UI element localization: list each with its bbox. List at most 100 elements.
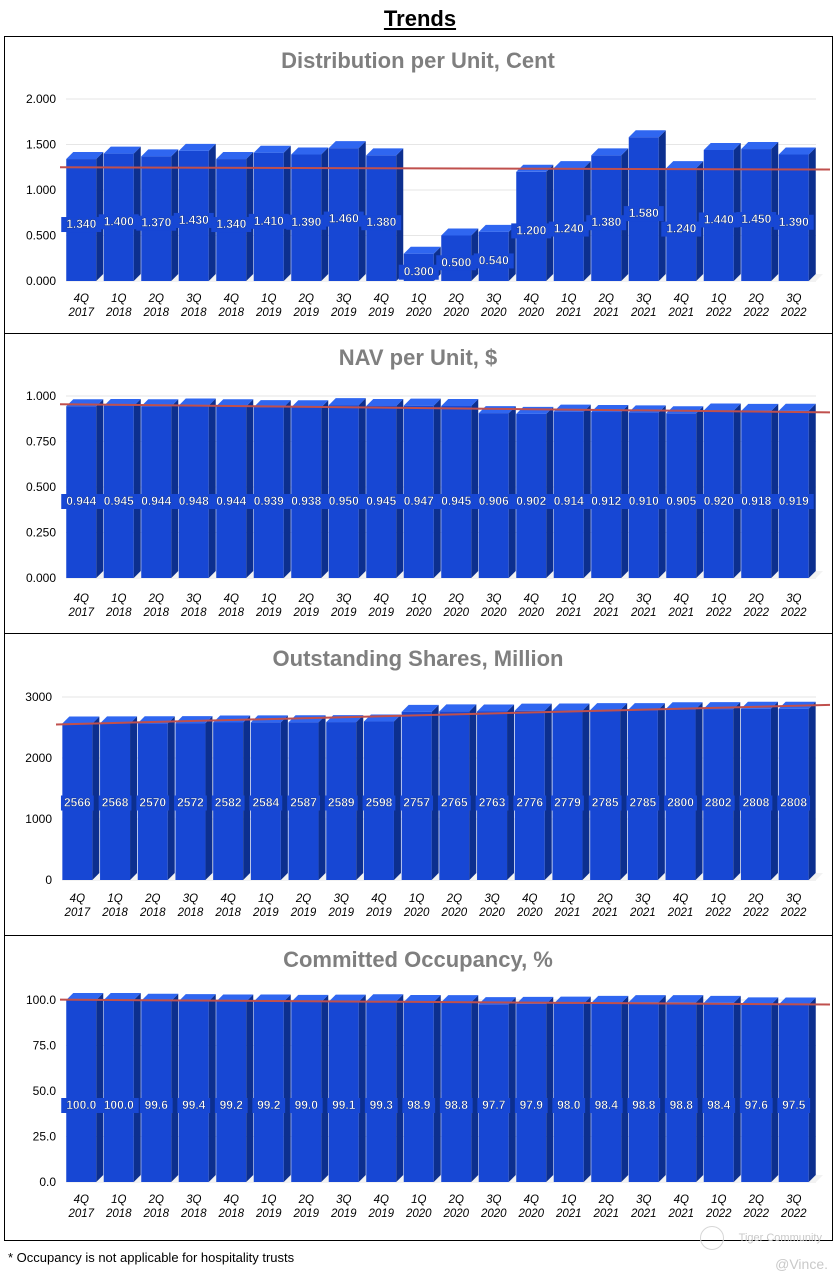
bar-side bbox=[246, 994, 254, 1182]
chart-title: Committed Occupancy, % bbox=[283, 947, 553, 972]
y-tick-label: 0 bbox=[45, 873, 52, 887]
bar-side bbox=[583, 404, 591, 578]
x-tick-label: 3Q 2022 bbox=[780, 893, 807, 919]
data-label-bg bbox=[473, 494, 514, 509]
bar-side bbox=[171, 993, 179, 1182]
bar-side bbox=[658, 405, 666, 578]
data-label-bg bbox=[286, 494, 327, 509]
occupancy-chart: Committed Occupancy, % 100.0 75.0 50.0 25.0 0… bbox=[26, 947, 831, 1220]
x-tick-label: 2Q 2022 bbox=[742, 893, 769, 919]
data-label: 0.500 bbox=[441, 255, 471, 269]
charts-frame bbox=[4, 36, 833, 1241]
bar-side bbox=[733, 995, 741, 1182]
data-label-bg bbox=[773, 214, 814, 230]
data-label: 99.2 bbox=[257, 1098, 281, 1112]
footnote: * Occupancy is not applicable for hospit… bbox=[8, 1250, 295, 1265]
bar bbox=[703, 702, 741, 880]
data-label-bg bbox=[248, 494, 289, 509]
data-label-bg bbox=[323, 494, 364, 509]
y-tick-label: 2.000 bbox=[26, 92, 56, 106]
bar-side bbox=[208, 398, 216, 578]
data-label-bg bbox=[511, 223, 552, 239]
bar-side bbox=[96, 993, 104, 1182]
bar-top bbox=[553, 161, 591, 169]
data-label-bg bbox=[327, 1098, 361, 1113]
data-label-bg bbox=[626, 795, 660, 811]
data-label-bg bbox=[324, 795, 358, 811]
bar-side bbox=[546, 406, 554, 578]
y-tick-label: 0.0 bbox=[39, 1175, 56, 1189]
data-label-bg bbox=[736, 212, 777, 228]
shares-chart-panel: Outstanding Shares, Million 3000 2000 1000 0… bbox=[4, 634, 833, 936]
x-tick-label: 3Q 2022 bbox=[780, 1194, 807, 1220]
bar-top bbox=[103, 146, 141, 154]
bar-side bbox=[546, 996, 554, 1182]
data-label-bg bbox=[777, 795, 811, 811]
data-label-bg bbox=[664, 795, 697, 811]
data-label-bg bbox=[136, 795, 170, 811]
bar-side bbox=[358, 398, 366, 578]
y-tick-label: 1.000 bbox=[26, 183, 56, 197]
x-tick-label: 3Q 2019 bbox=[330, 593, 357, 619]
bar bbox=[103, 399, 141, 578]
bar bbox=[477, 704, 515, 880]
trend-line bbox=[59, 166, 831, 171]
bar-top bbox=[291, 147, 329, 155]
data-label: 2765 bbox=[441, 796, 468, 810]
bar-side bbox=[283, 400, 291, 578]
trend-line bbox=[59, 403, 831, 414]
data-label: 2584 bbox=[252, 796, 279, 810]
x-tick-label: 2Q 2018 bbox=[142, 1194, 169, 1220]
bar-top bbox=[666, 161, 704, 169]
bar-top bbox=[328, 141, 366, 149]
data-label: 2566 bbox=[64, 796, 91, 810]
data-label-bg bbox=[60, 795, 94, 811]
bar-top bbox=[103, 993, 141, 1000]
bar-front bbox=[441, 406, 472, 578]
bar-front bbox=[666, 1002, 697, 1182]
data-label-bg bbox=[627, 1098, 661, 1113]
x-tick-label: 4Q 2018 bbox=[217, 1194, 244, 1220]
data-label-bg bbox=[514, 1098, 548, 1113]
bar-side bbox=[246, 399, 254, 578]
y-tick-label: 2000 bbox=[25, 751, 52, 765]
bar-front bbox=[103, 406, 134, 578]
bar bbox=[703, 403, 741, 578]
x-tick-label: 1Q 2021 bbox=[555, 1194, 582, 1220]
bar-top bbox=[62, 716, 100, 724]
data-label-bg bbox=[98, 1098, 139, 1113]
bar-side bbox=[770, 701, 778, 880]
x-tick-label: 4Q 2020 bbox=[516, 893, 543, 919]
bar-side bbox=[133, 399, 141, 578]
data-label: 98.8 bbox=[632, 1098, 656, 1112]
data-label: 98.4 bbox=[595, 1098, 619, 1112]
data-label-bg bbox=[552, 1098, 586, 1113]
x-tick-label: 4Q 2021 bbox=[667, 1194, 694, 1220]
data-label: 0.918 bbox=[741, 494, 771, 508]
data-label: 98.9 bbox=[407, 1098, 431, 1112]
bar-side bbox=[808, 147, 816, 281]
data-label-bg bbox=[398, 494, 439, 509]
data-label-bg bbox=[214, 1098, 248, 1113]
chart-title: NAV per Unit, $ bbox=[339, 345, 498, 370]
data-label: 99.0 bbox=[295, 1098, 319, 1112]
occupancy-chart-panel: Committed Occupancy, % 100.0 75.0 50.0 25.0 0… bbox=[4, 936, 833, 1241]
bar-top bbox=[703, 142, 741, 150]
data-label-bg bbox=[136, 494, 177, 509]
data-label-bg bbox=[362, 795, 396, 811]
data-label: 98.8 bbox=[670, 1098, 694, 1112]
bar-front bbox=[403, 1002, 434, 1182]
x-tick-label: 3Q 2021 bbox=[630, 293, 657, 319]
data-label-bg bbox=[398, 264, 439, 280]
bar-side bbox=[508, 997, 516, 1182]
data-label: 99.2 bbox=[220, 1098, 244, 1112]
watermark: Tiger Community bbox=[738, 1232, 822, 1244]
bar bbox=[628, 405, 666, 578]
data-label-bg bbox=[211, 494, 252, 509]
trend-line bbox=[55, 703, 831, 726]
data-label: 0.920 bbox=[704, 494, 734, 508]
x-tick-label: 1Q 2022 bbox=[704, 893, 731, 919]
data-label: 0.950 bbox=[329, 494, 359, 508]
bar-front bbox=[740, 708, 771, 880]
bar bbox=[553, 404, 591, 578]
